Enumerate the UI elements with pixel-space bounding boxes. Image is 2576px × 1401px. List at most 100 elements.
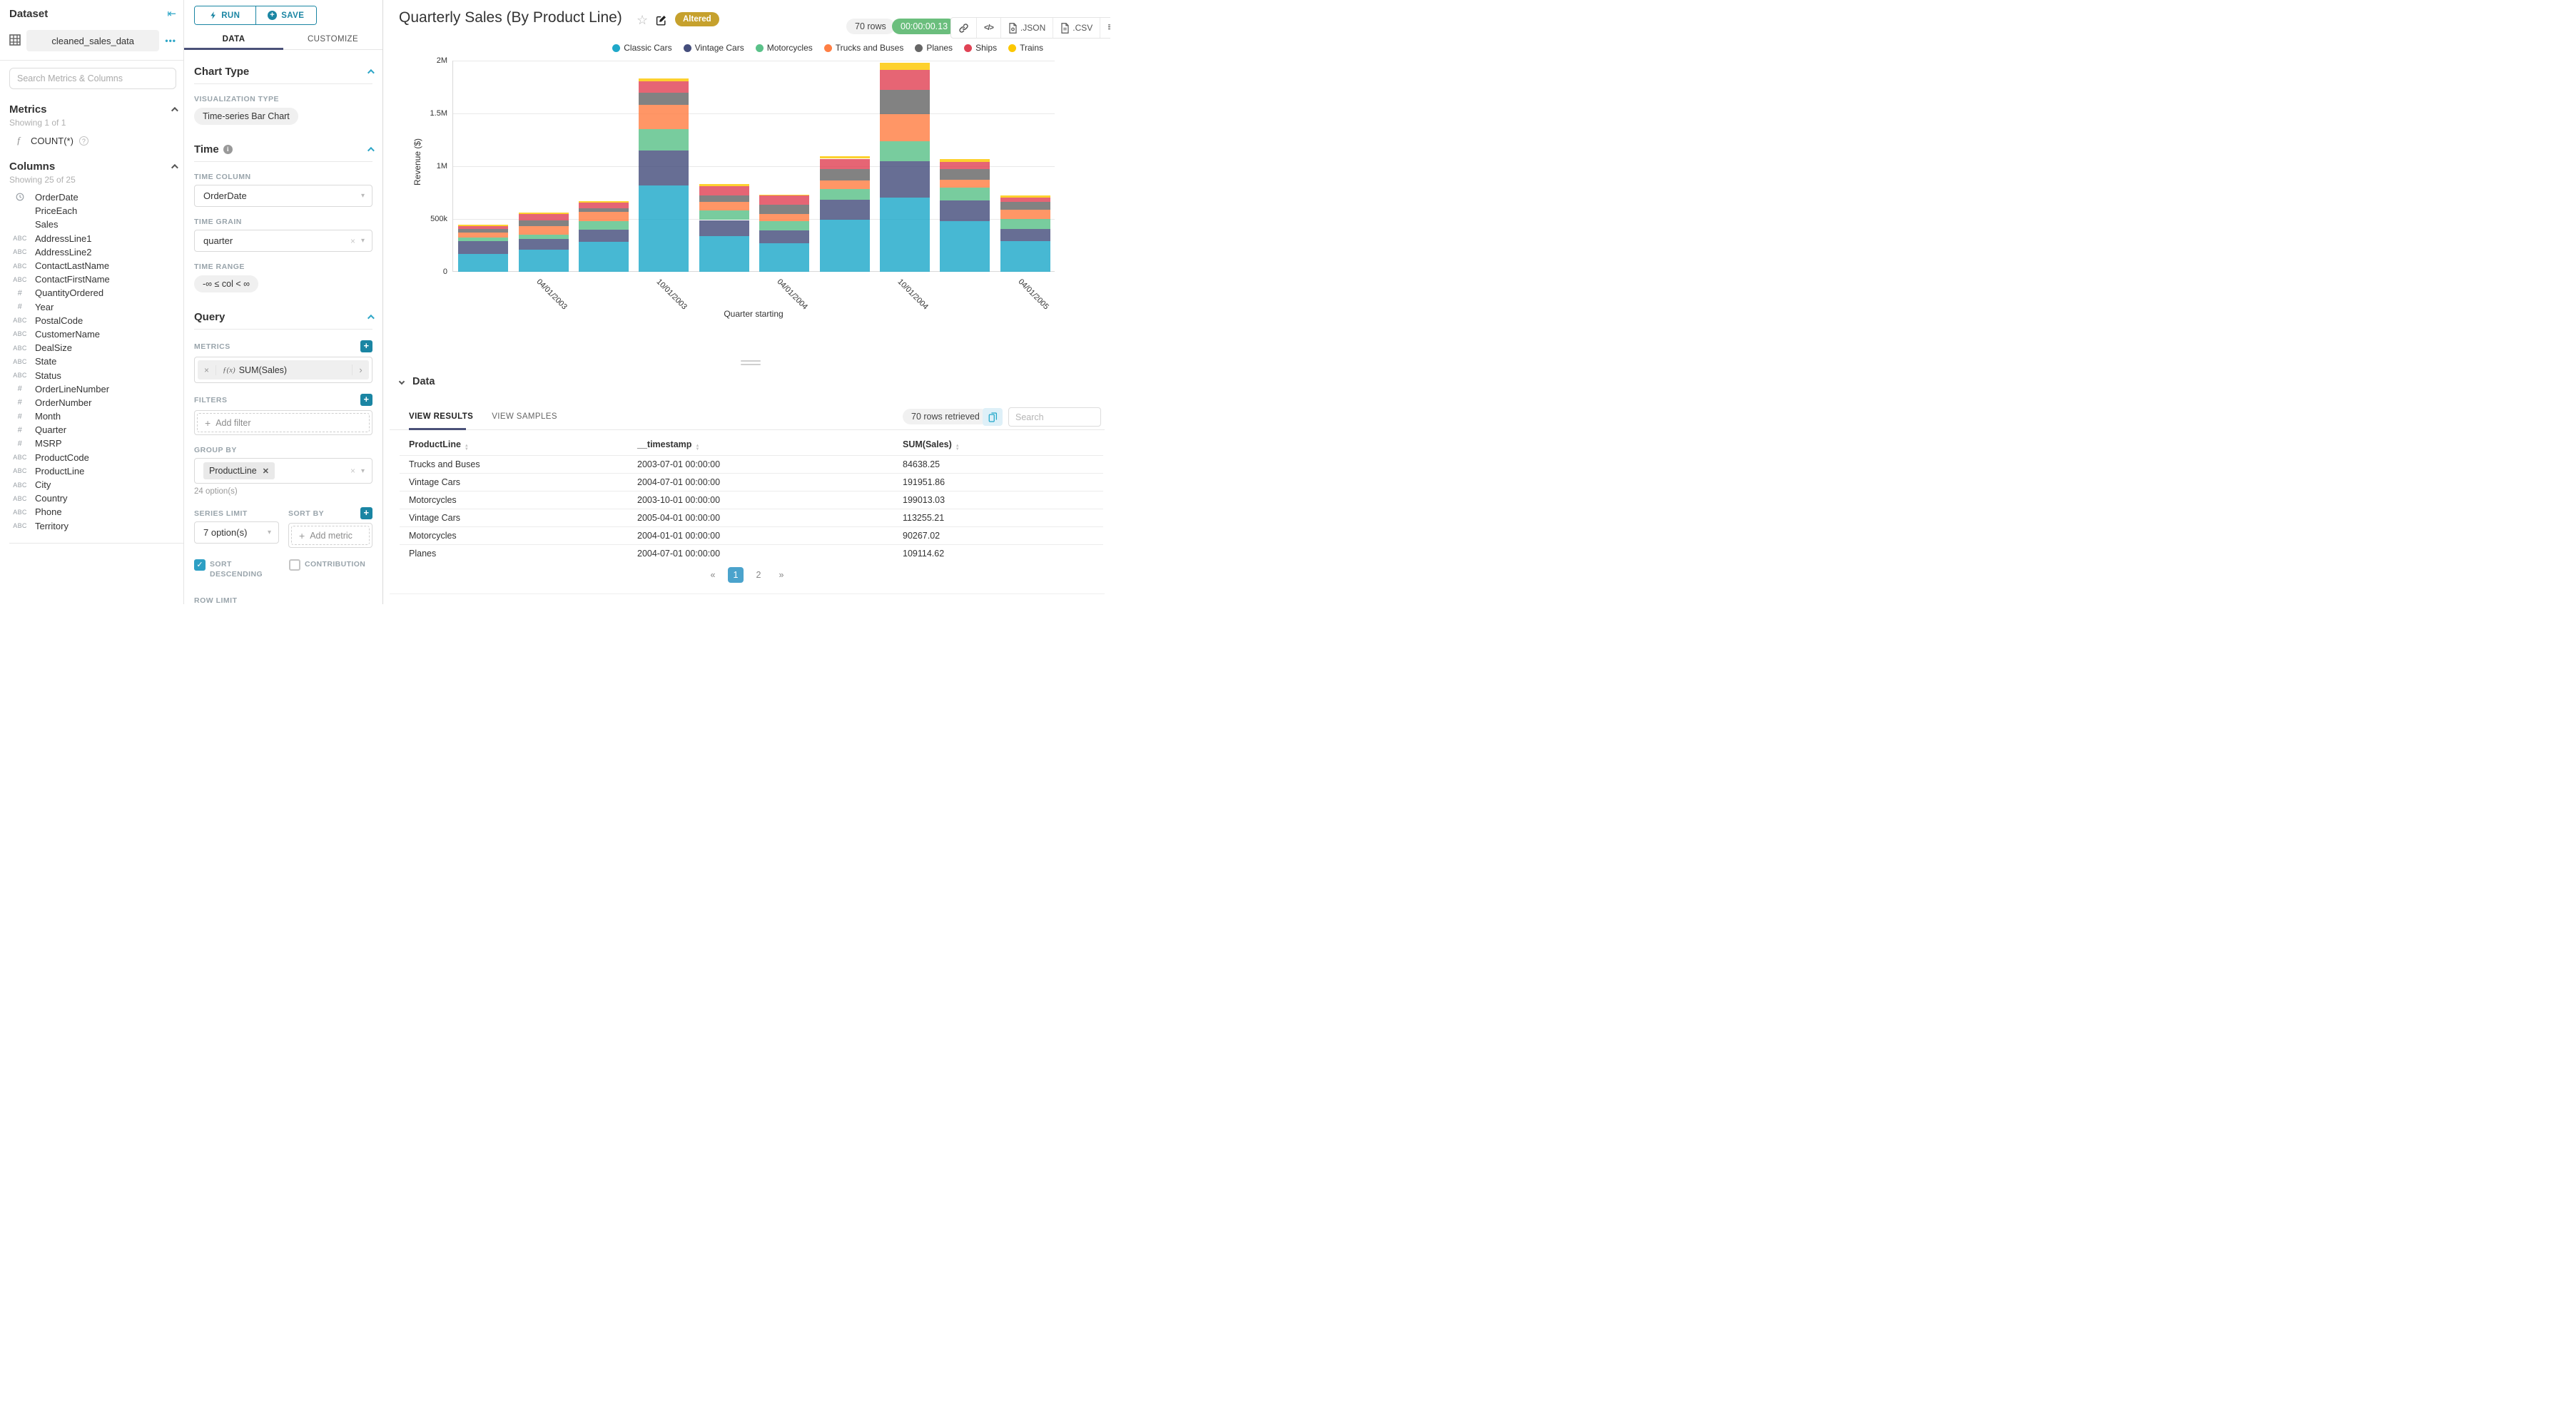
pagination-prev[interactable]: « — [710, 570, 716, 580]
groupby-chip[interactable]: ProductLine ✕ — [203, 462, 275, 479]
column-item-contactlastname[interactable]: ABC ContactLastName — [9, 259, 176, 272]
time-grain-select[interactable]: quarter × ▾ — [194, 230, 372, 252]
bar-segment-planes[interactable] — [1000, 201, 1050, 210]
dataset-more-icon[interactable]: ••• — [165, 36, 176, 46]
legend-item-trucks-and-buses[interactable]: Trucks and Buses — [823, 43, 903, 53]
bar-segment-vintage-cars[interactable] — [518, 239, 569, 250]
remove-metric-icon[interactable]: × — [198, 365, 216, 375]
bar-segment-ships[interactable] — [518, 214, 569, 220]
bar-segment-motorcycles[interactable] — [699, 210, 749, 220]
bar-segment-ships[interactable] — [759, 195, 810, 205]
legend-item-planes[interactable]: Planes — [915, 43, 953, 53]
bar-segment-ships[interactable] — [458, 226, 509, 230]
bar-segment-ships[interactable] — [579, 203, 629, 208]
bar-segment-classic-cars[interactable] — [699, 235, 749, 272]
bar-segment-ships[interactable] — [819, 158, 870, 169]
bar-segment-trucks-and-buses[interactable] — [518, 226, 569, 235]
bar-segment-planes[interactable] — [518, 220, 569, 227]
bar-segment-motorcycles[interactable] — [1000, 219, 1050, 230]
column-item-year[interactable]: # Year — [9, 300, 176, 314]
pagination-page-1[interactable]: 1 — [728, 567, 744, 583]
chevron-right-icon[interactable]: › — [352, 365, 369, 375]
legend-item-motorcycles[interactable]: Motorcycles — [755, 43, 813, 53]
bar-segment-trains[interactable] — [518, 212, 569, 215]
bar-segment-vintage-cars[interactable] — [1000, 229, 1050, 242]
save-button[interactable]: + SAVE — [255, 6, 316, 24]
bar-segment-ships[interactable] — [880, 70, 930, 90]
bar-segment-vintage-cars[interactable] — [759, 230, 810, 244]
resize-drag-handle[interactable] — [741, 360, 761, 367]
collapse-sidebar-icon[interactable]: ⇤ — [167, 8, 176, 20]
bar-segment-classic-cars[interactable] — [1000, 241, 1050, 272]
bar-segment-classic-cars[interactable] — [940, 220, 990, 272]
bar-segment-vintage-cars[interactable] — [699, 220, 749, 236]
query-collapse-icon[interactable] — [367, 314, 375, 322]
time-range-value[interactable]: -∞ ≤ col < ∞ — [194, 275, 259, 292]
bar-segment-trucks-and-buses[interactable] — [880, 113, 930, 142]
bar-segment-vintage-cars[interactable] — [880, 161, 930, 198]
table-header-productline[interactable]: ProductLine ▲ ▼ — [409, 439, 469, 452]
column-item-ordernumber[interactable]: # OrderNumber — [9, 396, 176, 409]
bar-segment-motorcycles[interactable] — [579, 220, 629, 230]
bar-segment-classic-cars[interactable] — [819, 220, 870, 272]
add-metric-button[interactable]: + — [360, 340, 372, 352]
run-button[interactable]: RUN — [195, 6, 255, 24]
column-item-state[interactable]: ABC State — [9, 355, 176, 368]
bar-segment-vintage-cars[interactable] — [639, 150, 689, 185]
bar-segment-motorcycles[interactable] — [880, 141, 930, 162]
tab-view-results[interactable]: VIEW RESULTS — [409, 412, 474, 421]
column-item-orderlinenumber[interactable]: # OrderLineNumber — [9, 382, 176, 396]
favorite-star-icon[interactable]: ☆ — [637, 13, 649, 27]
bar-segment-ships[interactable] — [699, 186, 749, 195]
column-item-phone[interactable]: ABC Phone — [9, 505, 176, 519]
column-item-sales[interactable]: Sales — [9, 218, 176, 231]
add-sort-metric-button[interactable]: + — [360, 507, 372, 519]
bar-segment-trucks-and-buses[interactable] — [819, 180, 870, 190]
column-item-addressline2[interactable]: ABC AddressLine2 — [9, 245, 176, 259]
column-item-territory[interactable]: ABC Territory — [9, 519, 176, 533]
column-item-productline[interactable]: ABC ProductLine — [9, 464, 176, 478]
clear-icon[interactable]: × — [350, 466, 355, 476]
bar-segment-motorcycles[interactable] — [940, 187, 990, 201]
bar-segment-planes[interactable] — [639, 92, 689, 106]
bar-segment-trains[interactable] — [699, 184, 749, 187]
column-item-orderdate[interactable]: OrderDate — [9, 190, 176, 204]
bar-segment-motorcycles[interactable] — [518, 234, 569, 240]
bar-segment-classic-cars[interactable] — [759, 243, 810, 272]
bar-segment-motorcycles[interactable] — [759, 220, 810, 231]
bar-segment-vintage-cars[interactable] — [819, 200, 870, 220]
table-header-sum-sales-[interactable]: SUM(Sales) ▲ ▼ — [903, 439, 960, 452]
bar-segment-classic-cars[interactable] — [518, 250, 569, 272]
bar-segment-trucks-and-buses[interactable] — [579, 212, 629, 221]
embed-code-button[interactable]: </> — [976, 18, 1000, 38]
column-item-city[interactable]: ABC City — [9, 478, 176, 491]
bar-segment-vintage-cars[interactable] — [940, 200, 990, 221]
export-json-button[interactable]: .JSON — [1000, 18, 1053, 38]
bar-segment-planes[interactable] — [819, 168, 870, 180]
clear-icon[interactable]: × — [350, 235, 355, 246]
column-item-country[interactable]: ABC Country — [9, 491, 176, 505]
tab-data[interactable]: DATA — [222, 35, 245, 44]
search-metrics-columns-input[interactable] — [9, 68, 176, 89]
bar-segment-planes[interactable] — [579, 208, 629, 213]
altered-badge[interactable]: Altered — [675, 12, 719, 26]
bar-segment-ships[interactable] — [639, 81, 689, 93]
bar-segment-vintage-cars[interactable] — [458, 240, 509, 255]
bar-segment-classic-cars[interactable] — [639, 185, 689, 272]
column-item-postalcode[interactable]: ABC PostalCode — [9, 314, 176, 327]
pagination-next[interactable]: » — [779, 570, 784, 580]
bar-segment-planes[interactable] — [759, 205, 810, 215]
bar-segment-trains[interactable] — [940, 159, 990, 163]
bar-segment-classic-cars[interactable] — [458, 254, 509, 272]
groupby-select[interactable]: ProductLine ✕ × ▾ — [194, 458, 372, 484]
bar-segment-trains[interactable] — [880, 62, 930, 71]
column-item-priceeach[interactable]: PriceEach — [9, 204, 176, 218]
metric-item-count[interactable]: f COUNT(*) ? — [9, 135, 176, 146]
sort-descending-control[interactable]: ✓ SORT DESCENDING — [194, 559, 289, 579]
bar-segment-trucks-and-buses[interactable] — [759, 214, 810, 221]
bar-segment-trucks-and-buses[interactable] — [639, 105, 689, 130]
column-item-contactfirstname[interactable]: ABC ContactFirstName — [9, 272, 176, 286]
column-item-productcode[interactable]: ABC ProductCode — [9, 451, 176, 464]
add-filter-button[interactable]: + — [360, 394, 372, 406]
column-item-status[interactable]: ABC Status — [9, 368, 176, 382]
